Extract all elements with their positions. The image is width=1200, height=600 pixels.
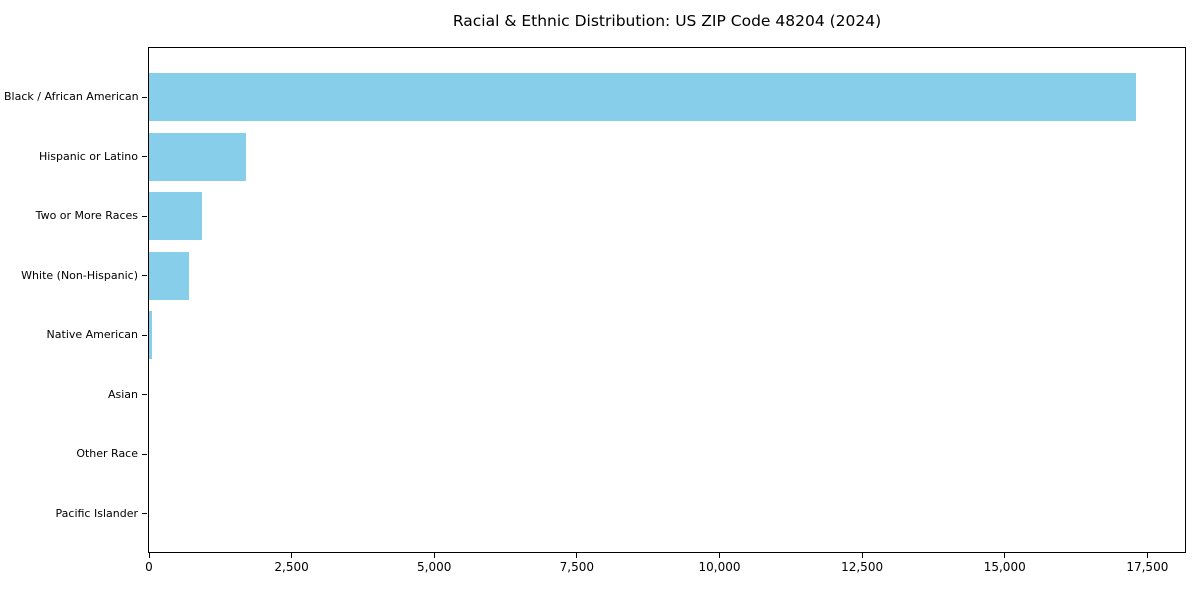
bar [149,311,152,360]
y-tick-label: White (Non-Hispanic) [21,268,138,282]
y-tick-label: Hispanic or Latino [38,149,138,163]
y-tick-mark [142,394,147,396]
x-tick-mark [576,553,578,558]
y-tick-label: Asian [107,387,138,401]
x-tick-label: 15,000 [983,560,1026,574]
y-tick-mark [142,275,147,277]
y-tick-mark [142,334,147,336]
bar [149,192,202,241]
x-tick-label: 17,500 [1126,560,1169,574]
x-tick-mark [861,553,863,558]
x-tick-mark [291,553,293,558]
chart-title: Racial & Ethnic Distribution: US ZIP Cod… [452,12,882,30]
x-tick-mark [433,553,435,558]
x-tick-mark [1004,553,1006,558]
y-tick-mark [142,215,147,217]
y-tick-label: Other Race [76,447,138,461]
x-tick-label: 7,500 [559,560,595,574]
bar [149,251,189,300]
x-tick-mark [1146,553,1148,558]
y-tick-mark [142,96,147,98]
x-tick-label: 12,500 [841,560,884,574]
x-tick-label: 10,000 [698,560,741,574]
x-tick-label: 0 [145,560,153,574]
y-tick-mark [142,513,147,515]
x-tick-mark [148,553,150,558]
bar [149,132,246,181]
y-tick-label: Two or More Races [35,209,138,223]
y-tick-mark [142,453,147,455]
x-tick-label: 5,000 [417,560,452,574]
x-tick-label: 2,500 [274,560,309,574]
y-tick-label: Native American [46,328,138,342]
y-tick-label: Black / African American [4,90,139,104]
y-tick-label: Pacific Islander [55,506,138,520]
bar [149,73,1136,122]
y-tick-mark [142,156,147,158]
x-tick-mark [718,553,720,558]
plot-area [148,47,1186,553]
